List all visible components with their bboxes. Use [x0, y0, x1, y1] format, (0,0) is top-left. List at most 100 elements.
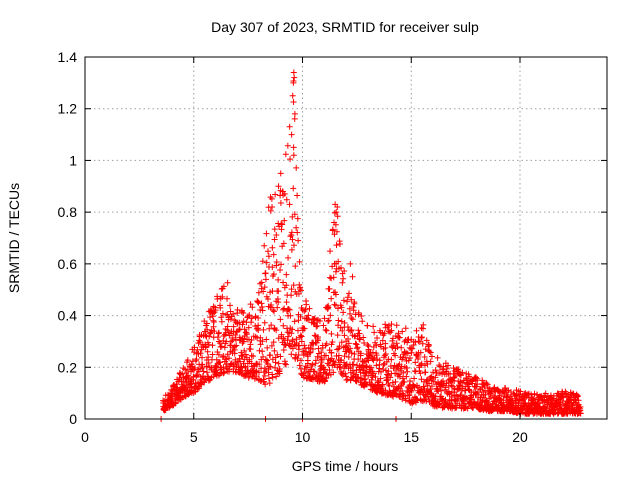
data-point — [439, 395, 446, 402]
data-point — [264, 344, 271, 351]
data-point — [224, 295, 231, 302]
data-point — [275, 360, 282, 367]
data-point — [258, 279, 265, 286]
data-point — [219, 293, 226, 300]
data-point — [473, 374, 480, 381]
data-point — [283, 299, 290, 306]
data-point — [333, 209, 340, 216]
data-point — [358, 313, 365, 320]
data-point — [267, 352, 274, 359]
data-point — [304, 364, 311, 371]
data-point — [264, 357, 271, 364]
data-point — [335, 258, 342, 265]
data-point — [384, 371, 391, 378]
data-point — [482, 387, 489, 394]
data-point — [346, 305, 353, 312]
data-point — [388, 321, 395, 328]
data-point — [220, 333, 227, 340]
data-point — [285, 254, 292, 261]
data-point — [202, 344, 209, 351]
data-point — [204, 326, 211, 333]
data-point — [306, 349, 313, 356]
y-tick-label: 0.4 — [58, 308, 78, 324]
data-point — [285, 306, 292, 313]
data-point — [356, 330, 363, 337]
data-point — [315, 337, 322, 344]
data-point — [382, 340, 389, 347]
data-point — [298, 357, 305, 364]
data-point — [348, 315, 355, 322]
y-tick-label: 1.2 — [58, 101, 78, 117]
data-point — [263, 230, 270, 237]
data-point — [286, 123, 293, 130]
data-point — [273, 231, 280, 238]
data-point — [432, 374, 439, 381]
data-point — [354, 362, 361, 369]
data-point — [248, 315, 255, 322]
data-point — [483, 380, 490, 387]
data-point — [356, 335, 363, 342]
data-point — [239, 321, 246, 328]
data-point — [268, 322, 275, 329]
data-point — [290, 152, 297, 159]
data-point — [241, 335, 248, 342]
data-point — [359, 318, 366, 325]
data-point — [293, 164, 300, 171]
data-point — [415, 355, 422, 362]
data-point — [436, 362, 443, 369]
data-point — [577, 410, 584, 417]
data-point — [380, 362, 387, 369]
data-point — [220, 370, 227, 377]
data-point — [364, 341, 371, 348]
data-point — [411, 375, 418, 382]
data-point — [273, 373, 280, 380]
data-point — [247, 346, 254, 353]
data-point — [311, 332, 318, 339]
data-point — [456, 382, 463, 389]
data-point — [343, 361, 350, 368]
x-tick-label: 5 — [190, 429, 198, 445]
data-point — [252, 333, 259, 340]
data-point — [259, 258, 266, 265]
data-point — [292, 263, 299, 270]
data-point — [323, 327, 330, 334]
data-point — [271, 308, 278, 315]
data-point — [316, 317, 323, 324]
data-point — [361, 339, 368, 346]
data-point — [392, 378, 399, 385]
data-point — [390, 342, 397, 349]
data-point — [236, 326, 243, 333]
data-point — [294, 355, 301, 362]
data-point — [250, 353, 257, 360]
data-point — [294, 229, 301, 236]
data-point — [501, 385, 508, 392]
data-point — [278, 226, 285, 233]
data-point — [217, 302, 224, 309]
data-point — [577, 403, 584, 410]
data-point — [274, 304, 281, 311]
data-point — [300, 370, 307, 377]
data-point — [297, 332, 304, 339]
data-point — [255, 289, 262, 296]
data-point — [269, 264, 276, 271]
data-point — [426, 380, 433, 387]
data-point — [423, 377, 430, 384]
data-point — [405, 336, 412, 343]
data-point — [314, 322, 321, 329]
data-point — [274, 351, 281, 358]
data-point — [339, 327, 346, 334]
data-point — [321, 315, 328, 322]
data-point — [418, 334, 425, 341]
data-point — [331, 301, 338, 308]
data-point — [286, 201, 293, 208]
data-point — [393, 340, 400, 347]
data-point — [301, 325, 308, 332]
data-point — [262, 276, 269, 283]
data-point — [217, 359, 224, 366]
data-point — [384, 324, 391, 331]
data-point — [332, 268, 339, 275]
data-point — [243, 331, 250, 338]
data-point — [256, 361, 263, 368]
data-point — [277, 199, 284, 206]
data-point — [330, 369, 337, 376]
